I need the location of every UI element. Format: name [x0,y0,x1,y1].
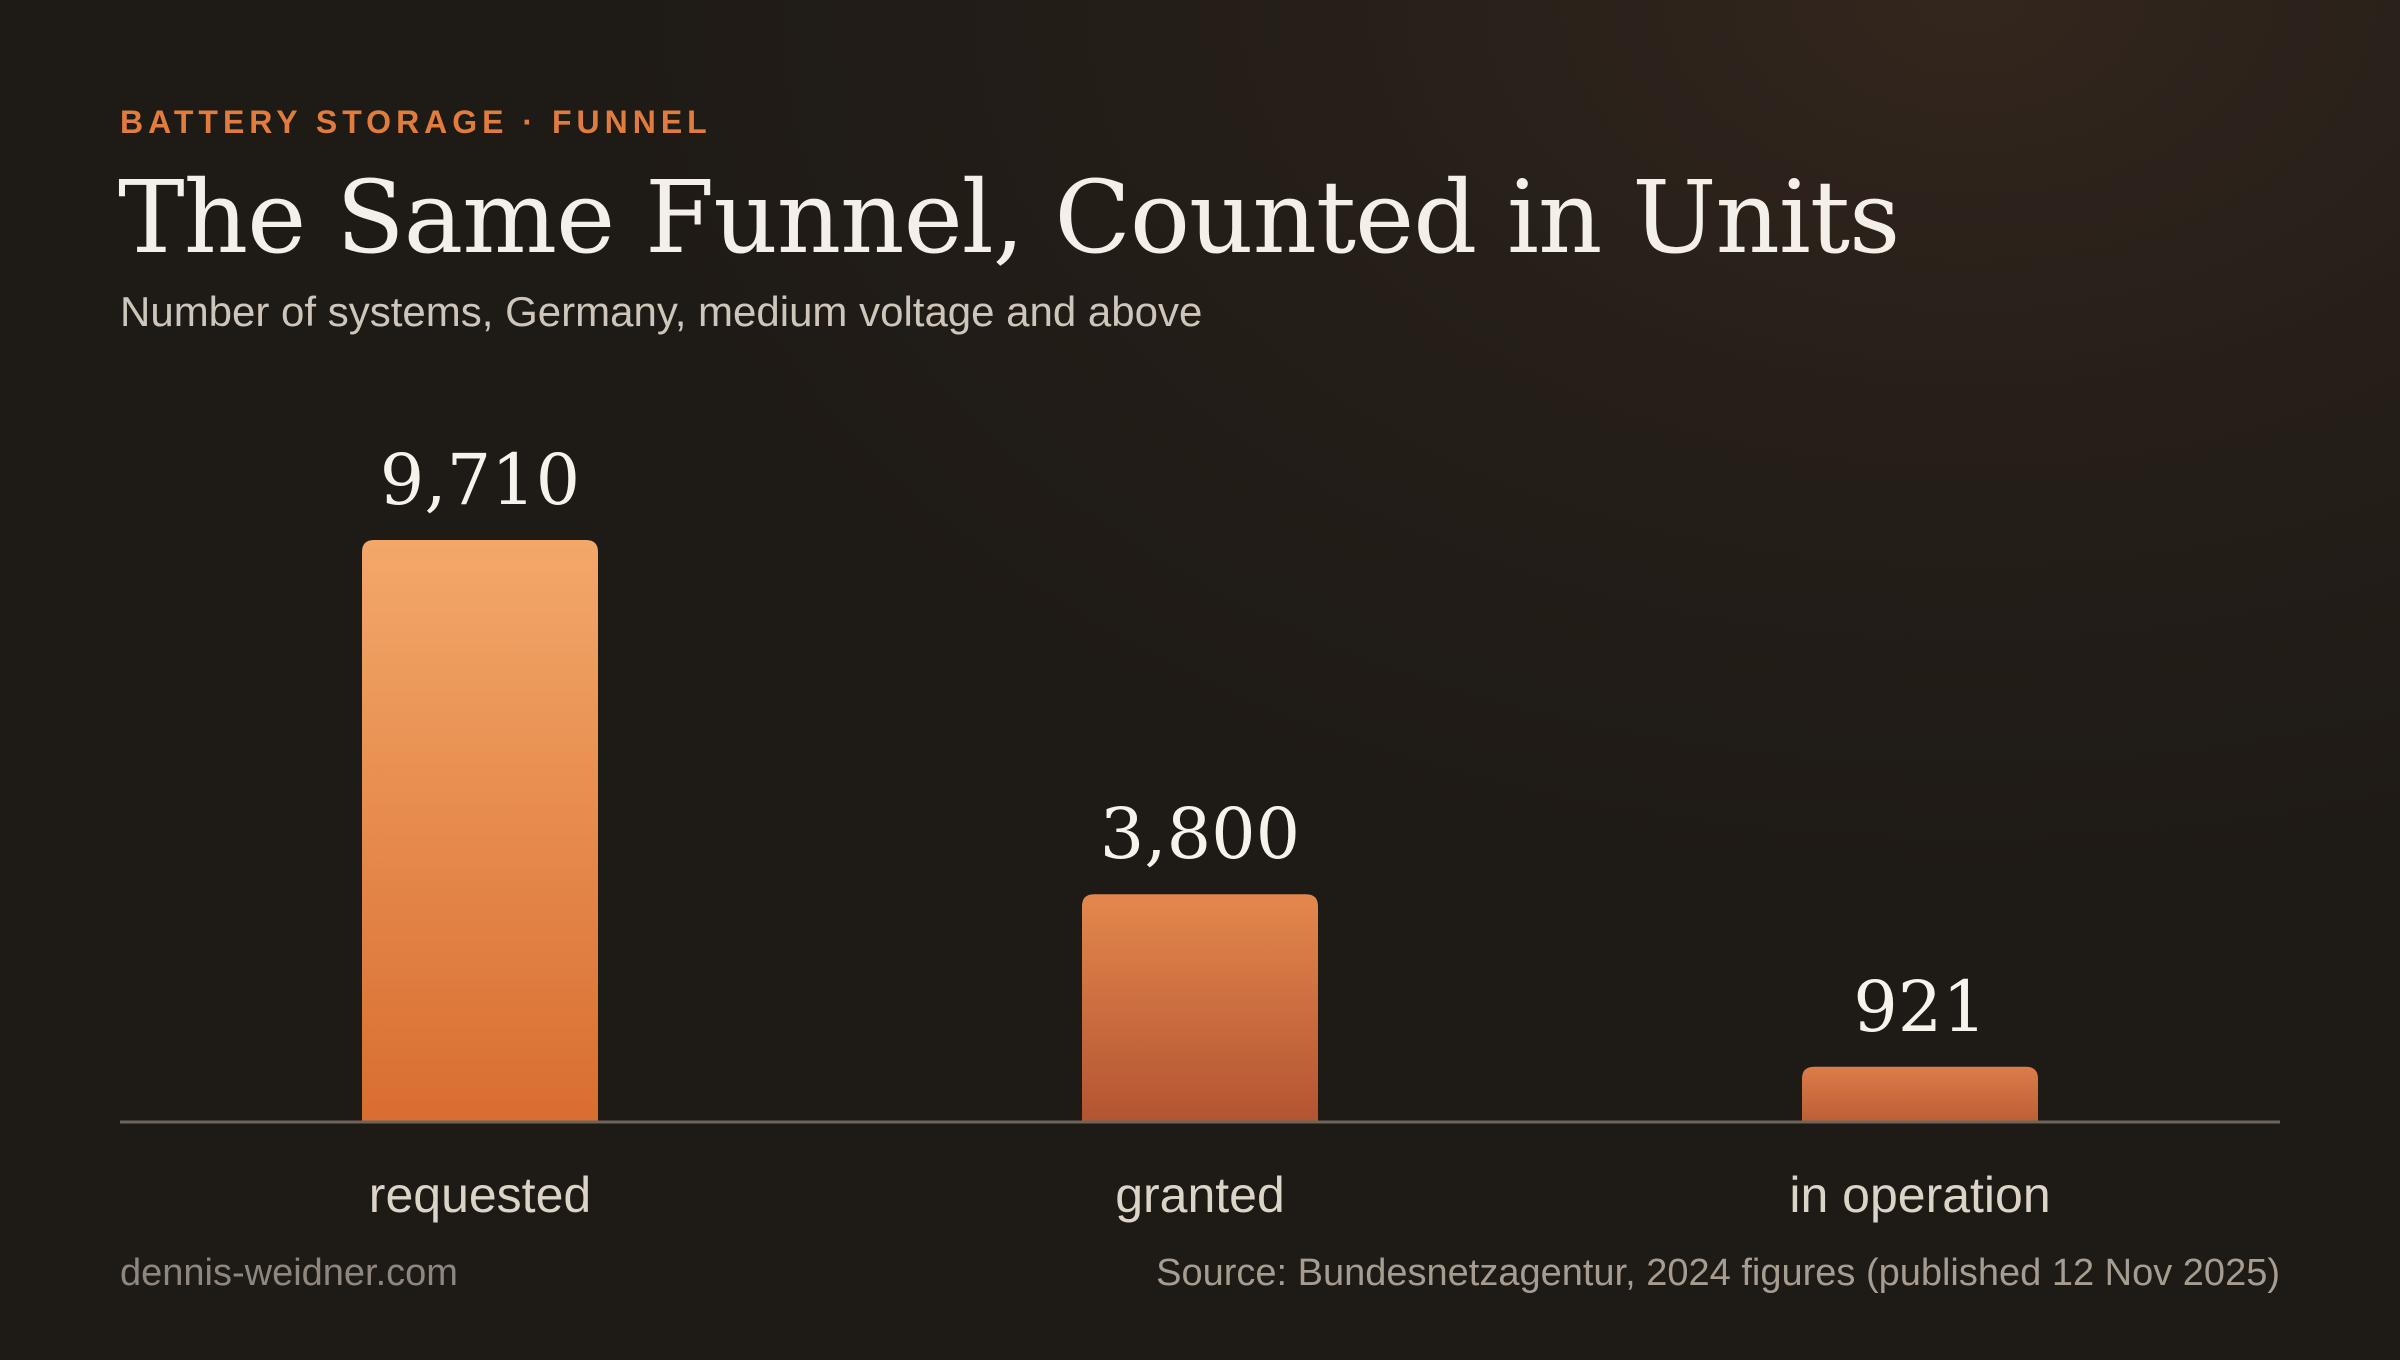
category-label: in operation [1789,1167,2050,1223]
chart-title: The Same Funnel, Counted in Units [118,159,1900,276]
bar-granted [1082,894,1318,1122]
value-label: 9,710 [380,439,580,521]
bar-requested [362,540,598,1122]
site-credit: dennis-weidner.com [120,1252,458,1294]
chart-subtitle: Number of systems, Germany, medium volta… [120,288,1203,335]
chart-eyebrow: BATTERY STORAGE · FUNNEL [120,104,712,140]
category-label: granted [1115,1167,1285,1223]
bars-group [362,540,2038,1122]
value-label: 921 [1853,966,1987,1048]
value-label: 3,800 [1100,793,1300,875]
category-labels-group: requested granted in operation [369,1167,2051,1223]
bar-in-operation [1802,1066,2038,1122]
source-note: Source: Bundesnetzagentur, 2024 figures … [1156,1252,2280,1294]
category-label: requested [369,1167,591,1223]
value-labels-group: 9,710 3,800 921 [380,439,1987,1048]
